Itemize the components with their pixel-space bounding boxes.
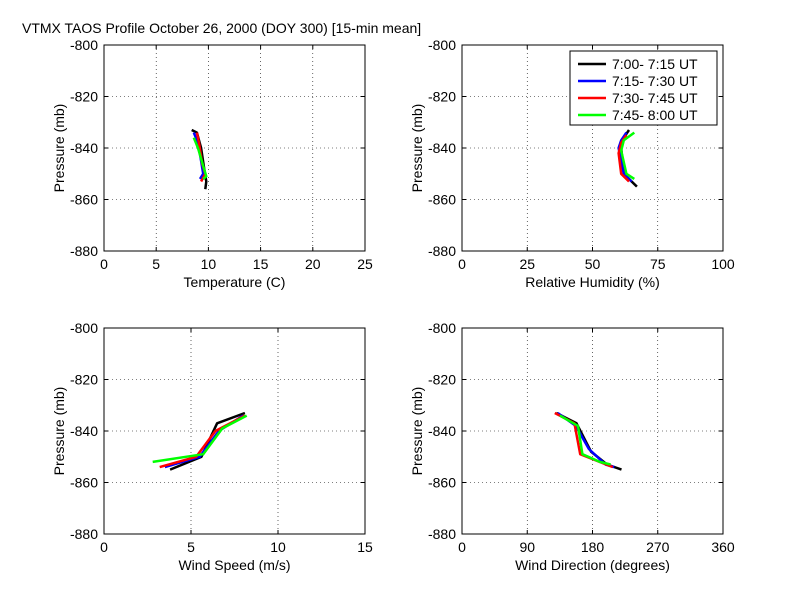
plot-area <box>104 328 365 534</box>
legend-label: 7:15- 7:30 UT <box>612 73 698 89</box>
panel-1: 0 5 10 15 20 25 -880 -860 -840 -820 -800 Temperatur… <box>51 37 373 290</box>
y-tick-label: -800 <box>428 37 456 53</box>
y-tick-label: -860 <box>70 475 98 491</box>
y-tick-label: -800 <box>428 320 456 336</box>
x-tick-label: 50 <box>585 256 601 272</box>
plot-frame <box>461 44 724 252</box>
y-tick-label: -860 <box>428 475 456 491</box>
y-tick-label: -860 <box>70 192 98 208</box>
x-tick-label: 0 <box>100 256 108 272</box>
x-axis-label: Relative Humidity (%) <box>525 274 660 290</box>
legend-label: 7:00- 7:15 UT <box>612 56 698 72</box>
y-tick-label: -880 <box>428 243 456 259</box>
x-tick-label: 270 <box>646 539 670 555</box>
y-tick-label: -840 <box>70 140 98 156</box>
series-line-1 <box>191 128 208 190</box>
series-line-2 <box>617 131 633 183</box>
y-tick-label: -820 <box>70 89 98 105</box>
y-axis-label: Pressure (mb) <box>409 387 425 476</box>
legend-label: 7:45- 8:00 UT <box>612 107 698 123</box>
y-tick-label: -820 <box>428 89 456 105</box>
plot-frame <box>461 327 724 535</box>
x-axis-label: Wind Direction (degrees) <box>515 557 670 573</box>
x-tick-label: 360 <box>711 539 735 555</box>
x-tick-label: 100 <box>711 256 735 272</box>
x-tick-label: 5 <box>187 539 195 555</box>
x-axis-label: Temperature (C) <box>184 274 286 290</box>
y-tick-label: -880 <box>428 526 456 542</box>
series-line-4 <box>559 414 611 466</box>
x-tick-label: 75 <box>650 256 666 272</box>
y-tick-label: -820 <box>70 372 98 388</box>
x-tick-label: 25 <box>519 256 535 272</box>
x-tick-label: 90 <box>519 539 535 555</box>
x-tick-label: 20 <box>305 256 321 272</box>
x-tick-label: 180 <box>581 539 605 555</box>
y-tick-label: -820 <box>428 372 456 388</box>
plot-area <box>104 45 365 251</box>
x-tick-label: 5 <box>152 256 160 272</box>
panel-4: 0 90 180 270 360 -880 -860 -840 -820 -800 Wind Dir… <box>409 320 735 573</box>
plot-area <box>462 328 723 534</box>
y-tick-label: -800 <box>70 320 98 336</box>
y-axis-label: Pressure (mb) <box>51 104 67 193</box>
y-tick-label: -880 <box>70 243 98 259</box>
x-tick-label: 0 <box>100 539 108 555</box>
x-tick-label: 10 <box>270 539 286 555</box>
series-line-4 <box>192 137 208 180</box>
y-tick-label: -800 <box>70 37 98 53</box>
y-tick-label: -880 <box>70 526 98 542</box>
x-tick-label: 10 <box>201 256 217 272</box>
x-tick-label: 0 <box>458 539 466 555</box>
x-tick-label: 0 <box>458 256 466 272</box>
x-axis-label: Wind Speed (m/s) <box>178 557 290 573</box>
legend: 7:00- 7:15 UT7:15- 7:30 UT7:30- 7:45 UT7… <box>569 50 718 126</box>
x-tick-label: 25 <box>357 256 373 272</box>
x-tick-label: 15 <box>357 539 373 555</box>
series-line-4 <box>152 414 248 464</box>
x-tick-label: 15 <box>253 256 269 272</box>
plot-frame <box>103 327 366 535</box>
y-tick-label: -840 <box>70 423 98 439</box>
y-axis-label: Pressure (mb) <box>409 104 425 193</box>
series-line-4 <box>619 131 636 180</box>
y-tick-label: -840 <box>428 140 456 156</box>
y-axis-label: Pressure (mb) <box>51 387 67 476</box>
figure-title: VTMX TAOS Profile October 26, 2000 (DOY … <box>22 20 422 36</box>
panel-3: 0 5 10 15 -880 -860 -840 -820 -800 Wind Speed (m/… <box>51 320 373 573</box>
y-tick-label: -860 <box>428 192 456 208</box>
plot-frame <box>103 44 366 252</box>
legend-label: 7:30- 7:45 UT <box>612 90 698 106</box>
y-tick-label: -840 <box>428 423 456 439</box>
